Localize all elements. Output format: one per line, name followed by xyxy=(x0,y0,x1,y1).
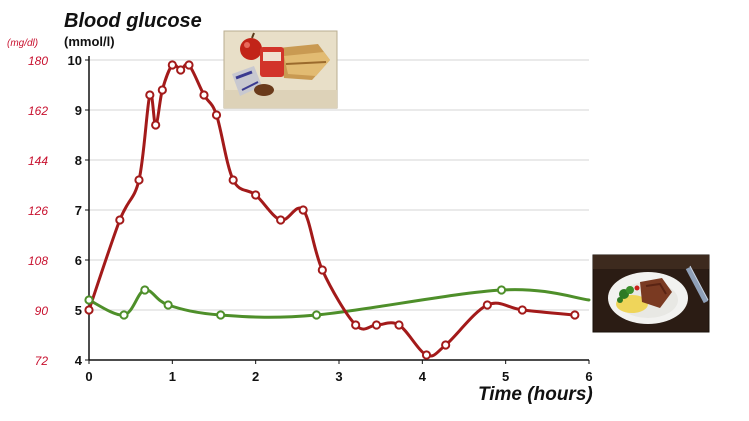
series-1-point xyxy=(421,350,432,360)
series-1-point xyxy=(351,320,361,330)
series-1-point xyxy=(176,65,186,75)
dinner-photo xyxy=(592,254,710,333)
series-2-point xyxy=(163,300,173,310)
series-1-point xyxy=(228,175,238,185)
y-tick-label: 6 xyxy=(75,253,82,268)
gridlines xyxy=(89,59,589,311)
x-tick-label: 6 xyxy=(585,369,592,384)
series-2-point xyxy=(496,285,507,295)
x-tick-label: 2 xyxy=(252,369,259,384)
secondary-y-tick-label: 162 xyxy=(28,104,48,118)
series-1-point xyxy=(394,320,404,330)
y-tick-label: 10 xyxy=(68,53,82,68)
y-tick-label: 7 xyxy=(75,203,82,218)
secondary-y-tick-label: 144 xyxy=(28,154,48,168)
points xyxy=(84,60,580,360)
series-1-point xyxy=(441,340,451,350)
series-1-point xyxy=(482,300,492,310)
series-1-point xyxy=(251,190,261,200)
series-1-point xyxy=(167,60,177,70)
series-1-point xyxy=(570,310,580,320)
secondary-y-tick-label: 126 xyxy=(28,204,48,218)
secondary-y-tick-label: 90 xyxy=(35,304,49,318)
series-1-point xyxy=(145,90,155,100)
secondary-y-tick-label: 108 xyxy=(28,254,48,268)
series-1-point xyxy=(317,265,327,275)
series-1-point xyxy=(115,215,125,225)
y-tick-label: 8 xyxy=(75,153,82,168)
series-1-point xyxy=(371,320,382,330)
series-1-point xyxy=(184,60,194,70)
series-2-point xyxy=(84,295,94,305)
x-axis-label: Time (hours) xyxy=(478,384,593,405)
secondary-y-tick-label: 72 xyxy=(35,354,49,368)
x-tick-label: 3 xyxy=(335,369,342,384)
series-1-point xyxy=(151,120,161,130)
series-2-point xyxy=(311,310,322,320)
x-tick-label: 5 xyxy=(502,369,509,384)
x-tick-label: 4 xyxy=(419,369,427,384)
series-1-point xyxy=(84,305,94,315)
snack-photo xyxy=(223,30,338,109)
chart-title: Blood glucose xyxy=(64,10,202,32)
series-1-point xyxy=(517,305,527,315)
series-2-point xyxy=(216,310,226,320)
series-1-point xyxy=(157,85,167,95)
series-1-point xyxy=(134,175,144,185)
y-axis-label: (mmol/l) xyxy=(64,34,115,49)
secondary-y-axis-label: (mg/dl) xyxy=(7,38,38,49)
tick-labels: 4 72 5 90 6 108 7 126 8 144 9 162 10 180 0 1 2 3 4 5 6 xyxy=(28,53,593,384)
y-tick-label: 5 xyxy=(75,303,82,318)
secondary-y-tick-label: 180 xyxy=(28,54,48,68)
series-2-point xyxy=(119,310,129,320)
y-tick-label: 4 xyxy=(75,353,83,368)
series-1-point xyxy=(276,215,286,225)
series-1-point xyxy=(298,205,308,215)
series-1-point xyxy=(199,90,209,100)
series-1-point xyxy=(211,110,222,120)
x-tick-label: 1 xyxy=(169,369,176,384)
series-2-point xyxy=(140,285,150,295)
y-tick-label: 9 xyxy=(75,103,82,118)
x-tick-label: 0 xyxy=(85,369,92,384)
